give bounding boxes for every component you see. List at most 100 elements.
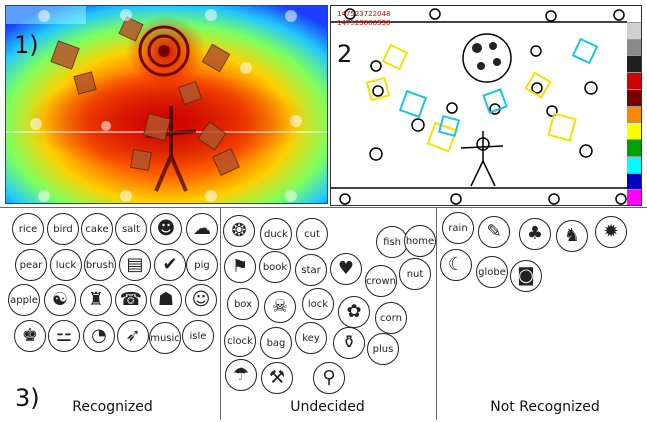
word-circle[interactable]: lock xyxy=(302,288,334,320)
word-label: bird xyxy=(53,223,73,235)
word-circle[interactable]: cake xyxy=(81,213,113,245)
word-circle[interactable]: apple xyxy=(8,284,40,316)
column-divider-left xyxy=(220,207,221,420)
word-circle[interactable]: rice xyxy=(12,213,44,245)
palette-swatch[interactable] xyxy=(627,56,641,73)
word-label: apple xyxy=(10,294,38,306)
word-circle[interactable]: pear xyxy=(15,249,47,281)
sketch-panel: 147523722048 147523888538 xyxy=(330,5,642,206)
cloud-icon[interactable]: ☁ xyxy=(186,213,218,245)
bottle-icon[interactable]: ⚱ xyxy=(333,327,365,359)
smiley-icon[interactable]: ☻ xyxy=(150,213,182,245)
cherries-icon[interactable]: ♣ xyxy=(519,218,551,250)
chess-king-icon[interactable]: ♚ xyxy=(14,320,46,352)
phone-number-1: 147523722048 xyxy=(337,10,390,18)
pineapple-icon[interactable]: ✹ xyxy=(595,216,627,248)
panel-3-label: 3) xyxy=(15,384,40,412)
palette-swatch[interactable] xyxy=(627,73,641,90)
word-circle[interactable]: luck xyxy=(50,249,82,281)
burger-icon[interactable]: ▤ xyxy=(119,249,151,281)
theater-masks-icon-glyph: ☺ xyxy=(191,289,211,310)
palette-swatch[interactable] xyxy=(627,106,641,124)
recognized-title: Recognized xyxy=(72,399,153,415)
word-circle[interactable]: book xyxy=(259,251,291,283)
panel-2-label: 2 xyxy=(337,40,353,68)
word-label: luck xyxy=(55,259,77,271)
word-circle[interactable]: nut xyxy=(399,258,431,290)
checkmark-icon[interactable]: ✔ xyxy=(154,249,186,281)
word-label: key xyxy=(302,332,320,344)
word-circle[interactable]: clock xyxy=(224,325,256,357)
word-label: salt xyxy=(121,223,141,235)
undecided-title: Undecided xyxy=(290,399,365,415)
mushroom-icon-glyph: ☂ xyxy=(232,364,250,385)
word-circle[interactable]: key xyxy=(295,322,327,354)
flag-icon[interactable]: ⚑ xyxy=(224,251,256,283)
skull-crossbones-icon[interactable]: ☠ xyxy=(264,291,296,323)
wrench-icon-glyph: ⚒ xyxy=(268,367,286,388)
flag-icon-glyph: ⚑ xyxy=(231,256,249,277)
palette-swatch[interactable] xyxy=(627,140,641,157)
trophy-icon-glyph: ♜ xyxy=(87,289,105,310)
word-circle[interactable]: music xyxy=(149,322,181,354)
palette-swatch[interactable] xyxy=(627,22,641,40)
magnifier-icon[interactable]: ⚲ xyxy=(313,362,345,394)
bone-icon[interactable]: ⚍ xyxy=(48,320,80,352)
phone-number-2: 147523888538 xyxy=(337,19,390,27)
rocket-icon[interactable]: ➶ xyxy=(117,320,149,352)
word-circle[interactable]: duck xyxy=(260,218,292,250)
heatmap-graphic xyxy=(6,6,327,203)
word-circle[interactable]: pig xyxy=(186,249,218,281)
brain-icon[interactable]: ❂ xyxy=(223,215,255,247)
telephone-icon[interactable]: ☎ xyxy=(115,284,147,316)
color-palette[interactable] xyxy=(627,6,641,205)
chess-king-icon-glyph: ♚ xyxy=(21,325,39,346)
theater-masks-icon[interactable]: ☺ xyxy=(185,284,217,316)
column-divider-right xyxy=(436,207,437,420)
word-label: book xyxy=(262,261,288,273)
skull-crossbones-icon-glyph: ☠ xyxy=(271,296,289,317)
palette-swatch[interactable] xyxy=(627,123,641,140)
word-circle[interactable]: globe xyxy=(476,256,508,288)
word-circle[interactable]: cut xyxy=(296,218,328,250)
word-circle[interactable]: bird xyxy=(47,213,79,245)
palette-swatch[interactable] xyxy=(627,6,641,23)
word-label: pear xyxy=(19,259,43,271)
word-circle[interactable]: isle xyxy=(182,320,214,352)
heart-icon[interactable]: ♥ xyxy=(330,253,362,285)
word-circle[interactable]: star xyxy=(295,254,327,286)
palette-swatch[interactable] xyxy=(627,156,641,174)
ghost-icon[interactable]: ☗ xyxy=(150,284,182,316)
banana-icon[interactable]: ☾ xyxy=(440,249,472,281)
yin-yang-icon[interactable]: ☯ xyxy=(44,284,76,316)
checkmark-icon-glyph: ✔ xyxy=(162,254,178,275)
camera-icon[interactable]: ◙ xyxy=(510,260,542,292)
word-circle[interactable]: bag xyxy=(260,327,292,359)
palette-swatch[interactable] xyxy=(627,173,641,191)
word-label: brush xyxy=(85,259,115,271)
trophy-icon[interactable]: ♜ xyxy=(80,284,112,316)
word-circle[interactable]: box xyxy=(227,288,259,320)
wrench-icon[interactable]: ⚒ xyxy=(261,362,293,394)
palette-swatch[interactable] xyxy=(627,89,641,107)
word-circle[interactable]: corn xyxy=(375,302,407,334)
magnifier-icon-glyph: ⚲ xyxy=(322,367,336,388)
cherries-icon-glyph: ♣ xyxy=(526,223,544,244)
palette-swatch[interactable] xyxy=(627,39,641,57)
word-circle[interactable]: rain xyxy=(442,212,474,244)
rocking-horse-icon[interactable]: ♞ xyxy=(556,220,588,252)
word-circle[interactable]: home xyxy=(404,225,436,257)
word-circle[interactable]: brush xyxy=(84,249,116,281)
telephone-icon-glyph: ☎ xyxy=(119,289,143,310)
word-circle[interactable]: salt xyxy=(115,213,147,245)
word-circle[interactable]: crown xyxy=(365,265,397,297)
word-circle[interactable]: plus xyxy=(367,333,399,365)
cloud-icon-glyph: ☁ xyxy=(193,218,211,239)
carrot-icon-glyph: ✎ xyxy=(486,221,502,242)
mushroom-icon[interactable]: ☂ xyxy=(225,359,257,391)
carrot-icon[interactable]: ✎ xyxy=(478,216,510,248)
word-label: pig xyxy=(194,259,210,271)
palette-swatch[interactable] xyxy=(627,190,641,205)
flower-icon[interactable]: ✿ xyxy=(338,296,370,328)
pacman-icon[interactable]: ◔ xyxy=(83,320,115,352)
